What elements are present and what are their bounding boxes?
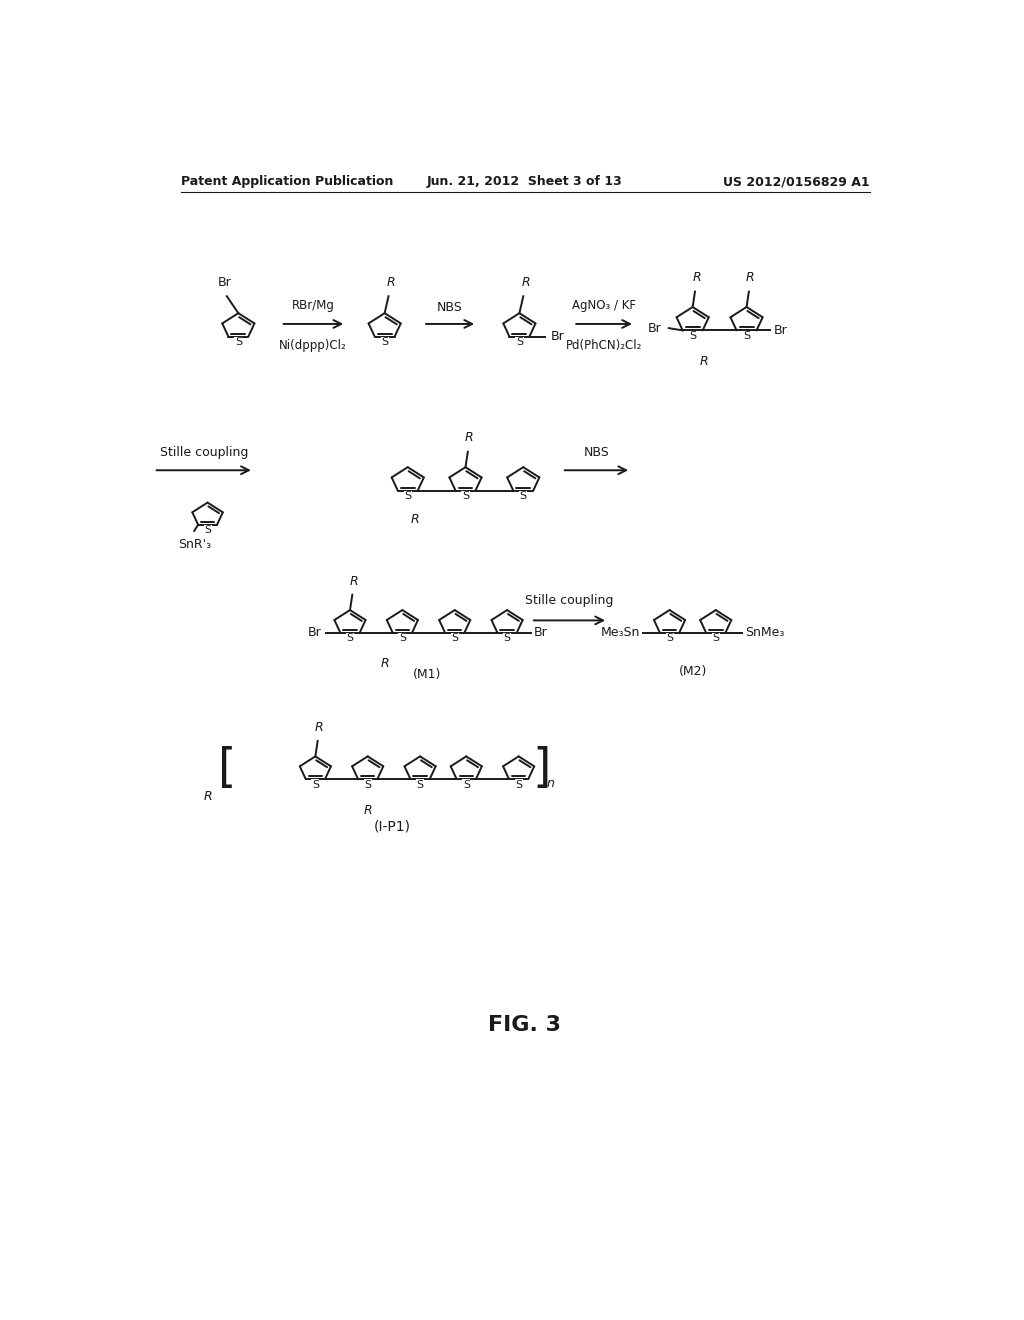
- Text: [: [: [218, 746, 236, 791]
- Text: NBS: NBS: [584, 446, 609, 459]
- Text: R: R: [315, 721, 324, 734]
- Text: Stille coupling: Stille coupling: [525, 594, 613, 607]
- Text: Br: Br: [773, 323, 787, 337]
- Text: S: S: [204, 525, 211, 536]
- Text: R: R: [386, 276, 395, 289]
- Text: R: R: [692, 271, 700, 284]
- Text: R: R: [412, 512, 420, 525]
- Text: AgNO₃ / KF: AgNO₃ / KF: [572, 300, 636, 313]
- Text: R: R: [380, 657, 389, 671]
- Text: n: n: [547, 777, 554, 791]
- Text: ]: ]: [532, 746, 551, 791]
- Text: (I-P1): (I-P1): [374, 818, 411, 833]
- Text: US 2012/0156829 A1: US 2012/0156829 A1: [723, 176, 869, 187]
- Text: S: S: [462, 491, 469, 502]
- Text: R: R: [521, 276, 529, 289]
- Text: S: S: [516, 338, 523, 347]
- Text: S: S: [404, 491, 412, 502]
- Text: NBS: NBS: [437, 301, 463, 314]
- Text: S: S: [417, 780, 424, 789]
- Text: R: R: [699, 355, 709, 368]
- Text: S: S: [381, 338, 388, 347]
- Text: S: S: [312, 780, 318, 789]
- Text: Pd(PhCN)₂Cl₂: Pd(PhCN)₂Cl₂: [566, 339, 642, 352]
- Text: S: S: [515, 780, 522, 789]
- Text: RBr/Mg: RBr/Mg: [292, 300, 335, 313]
- Text: R: R: [746, 271, 755, 284]
- Text: Stille coupling: Stille coupling: [160, 446, 248, 459]
- Text: S: S: [520, 491, 526, 502]
- Text: S: S: [504, 634, 511, 643]
- Text: Ni(dppp)Cl₂: Ni(dppp)Cl₂: [280, 339, 347, 352]
- Text: (M1): (M1): [413, 668, 441, 681]
- Text: S: S: [666, 634, 673, 643]
- Text: SnMe₃: SnMe₃: [745, 626, 784, 639]
- Text: S: S: [463, 780, 470, 789]
- Text: Jun. 21, 2012  Sheet 3 of 13: Jun. 21, 2012 Sheet 3 of 13: [427, 176, 623, 187]
- Text: Br: Br: [218, 276, 231, 289]
- Text: R: R: [203, 789, 212, 803]
- Text: S: S: [452, 634, 458, 643]
- Text: FIG. 3: FIG. 3: [488, 1015, 561, 1035]
- Text: S: S: [399, 634, 406, 643]
- Text: S: S: [689, 331, 696, 342]
- Text: S: S: [713, 634, 719, 643]
- Text: Me₃Sn: Me₃Sn: [600, 626, 640, 639]
- Text: S: S: [365, 780, 372, 789]
- Text: S: S: [346, 634, 353, 643]
- Text: Br: Br: [647, 322, 662, 334]
- Text: R: R: [364, 804, 372, 817]
- Text: Br: Br: [534, 626, 548, 639]
- Text: S: S: [234, 338, 242, 347]
- Text: SnR'₃: SnR'₃: [178, 537, 211, 550]
- Text: R: R: [349, 574, 358, 587]
- Text: R: R: [465, 432, 474, 444]
- Text: (M2): (M2): [679, 665, 707, 678]
- Text: Br: Br: [551, 330, 564, 343]
- Text: S: S: [743, 331, 751, 342]
- Text: Br: Br: [307, 626, 322, 639]
- Text: Patent Application Publication: Patent Application Publication: [180, 176, 393, 187]
